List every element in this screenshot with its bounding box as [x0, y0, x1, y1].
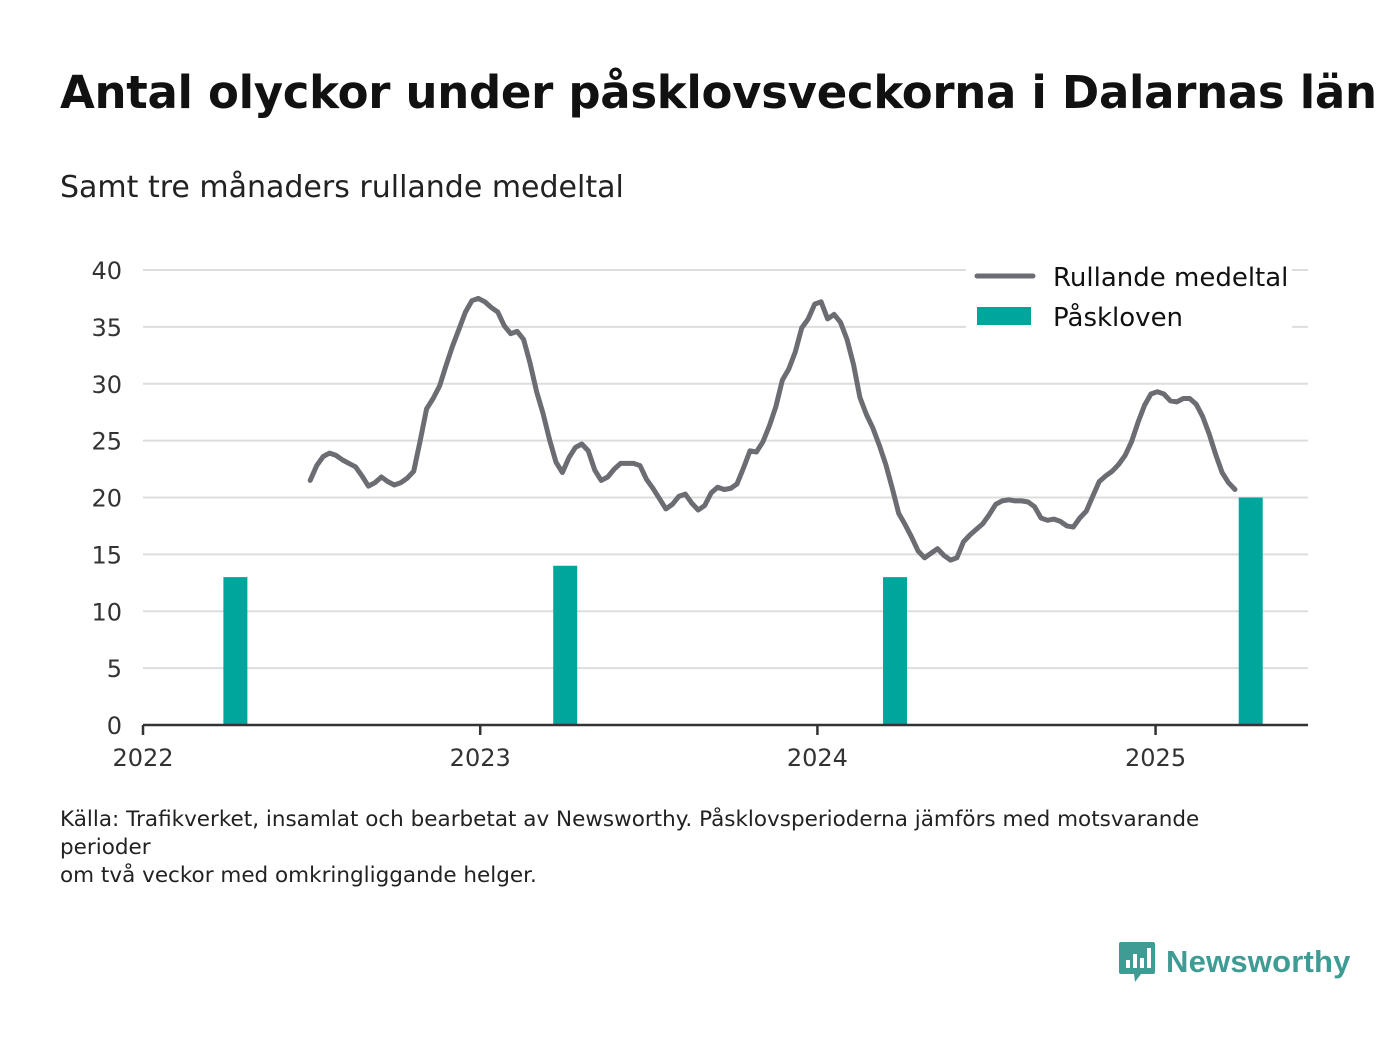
- y-tick-label: 25: [91, 428, 122, 456]
- y-tick-label: 20: [91, 485, 122, 513]
- y-tick-label: 10: [91, 598, 122, 626]
- y-tick-label: 15: [91, 541, 122, 569]
- line-rullande-medeltal: [307, 295, 1238, 563]
- x-tick-label: 2024: [787, 744, 848, 772]
- bar-paskloven: [1238, 497, 1263, 725]
- legend-swatch-bar: [977, 307, 1031, 325]
- y-tick-label: 40: [91, 257, 122, 285]
- source-line-1: Källa: Trafikverket, insamlat och bearbe…: [60, 807, 1200, 860]
- x-axis: 2022 2023 2024 2025: [112, 723, 1308, 772]
- bar-paskloven: [883, 577, 908, 725]
- legend-label-bar: Påskloven: [1053, 302, 1183, 333]
- chart-subtitle: Samt tre månaders rullande medeltal: [60, 170, 624, 205]
- bar-paskloven: [553, 565, 578, 725]
- newsworthy-logo[interactable]: Newsworthy: [1118, 940, 1351, 984]
- x-tick-label: 2022: [112, 744, 173, 772]
- legend: Rullande medeltal Påskloven: [966, 258, 1292, 334]
- y-tick-label: 5: [107, 655, 122, 683]
- legend-label-line: Rullande medeltal: [1053, 263, 1288, 293]
- y-tick-label: 30: [91, 371, 122, 399]
- chart-title: Antal olyckor under påsklovsveckorna i D…: [60, 66, 1377, 119]
- newsworthy-logo-text: Newsworthy: [1166, 944, 1351, 979]
- x-tick-label: 2025: [1125, 744, 1186, 772]
- y-axis-ticks: 0 5 10 15 20 25 30 35 40: [91, 257, 122, 740]
- x-tick-label: 2023: [450, 744, 511, 772]
- bar-series: [223, 497, 1263, 725]
- source-note: Källa: Trafikverket, insamlat och bearbe…: [60, 806, 1290, 890]
- line-series: [307, 295, 1238, 563]
- bar-paskloven: [223, 577, 248, 725]
- y-tick-label: 0: [107, 712, 122, 740]
- source-line-2: om två veckor med omkringliggande helger…: [60, 863, 537, 888]
- newsworthy-logo-icon: [1119, 942, 1155, 982]
- y-tick-label: 35: [91, 314, 122, 342]
